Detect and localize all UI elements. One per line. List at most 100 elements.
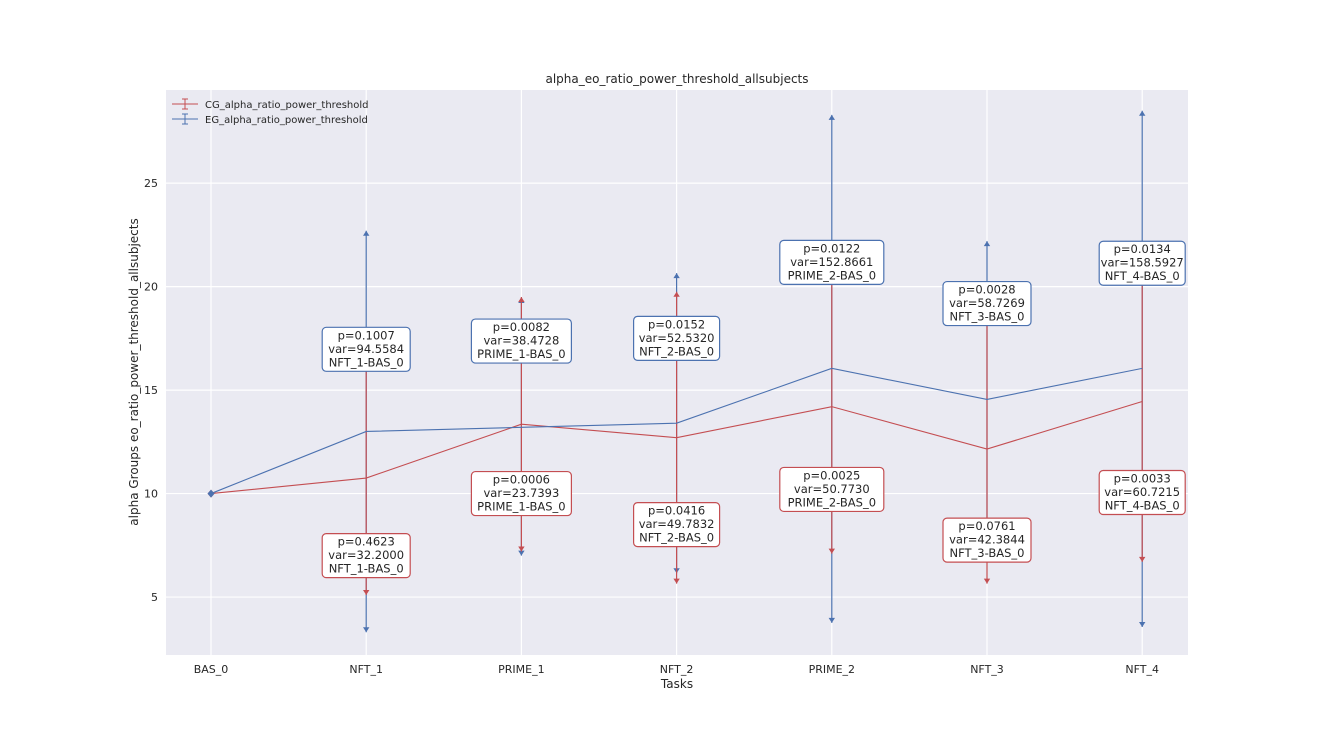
- error-bar-cap-bottom: [1139, 556, 1146, 562]
- annotation-box-border: [779, 466, 885, 513]
- annotation-text: p=0.4623: [338, 535, 395, 549]
- annotation-text: var=52.5320: [639, 331, 715, 345]
- annotation-text: p=0.0006: [493, 473, 550, 487]
- annotation-text: var=38.4728: [484, 334, 560, 348]
- annotation-box-border: [470, 470, 572, 517]
- annotation-text: var=50.7730: [794, 482, 870, 496]
- error-bar-cap-top: [673, 273, 680, 279]
- annotation-text: NFT_1-BAS_0: [329, 355, 404, 369]
- legend-label-eg: EG_alpha_ratio_power_threshold: [205, 115, 368, 126]
- annotation-text: NFT_4-BAS_0: [1105, 499, 1180, 513]
- error-bar-cap-bottom: [983, 578, 991, 584]
- y-tick-label: 20: [144, 281, 158, 294]
- annotation-text: var=94.5584: [328, 342, 404, 356]
- annotation-text: NFT_2-BAS_0: [639, 531, 714, 545]
- annotation-text: PRIME_1-BAS_0: [477, 347, 565, 361]
- annotation-box-border: [779, 239, 885, 285]
- annotation-box-border: [321, 533, 411, 579]
- error-bar-cap-bottom: [828, 617, 835, 623]
- annotation-text: NFT_3-BAS_0: [950, 546, 1025, 560]
- annotation-text: p=0.0025: [803, 468, 860, 482]
- x-tick-label: NFT_3: [970, 663, 1004, 676]
- annotation-box-border: [942, 517, 1032, 563]
- legend-label-cg: CG_alpha_ratio_power_threshold: [205, 100, 369, 111]
- annotation-text: p=0.0152: [648, 317, 705, 331]
- annotation-text: NFT_2-BAS_0: [639, 344, 714, 358]
- annotation-text: NFT_1-BAS_0: [329, 562, 404, 576]
- x-tick-label: NFT_4: [1125, 663, 1159, 676]
- x-axis-label: Tasks: [660, 677, 693, 691]
- annotation-box-border: [321, 326, 411, 372]
- x-tick-label: PRIME_1: [498, 663, 544, 676]
- error-bar-cap-bottom: [673, 578, 680, 584]
- annotation-text: p=0.0761: [958, 519, 1015, 533]
- annotation-box-border: [1098, 469, 1186, 516]
- y-tick-label: 15: [144, 384, 158, 397]
- error-bar-cap-bottom: [518, 546, 525, 552]
- error-bar-cap-top: [518, 296, 525, 302]
- annotation-text: NFT_3-BAS_0: [950, 310, 1025, 324]
- annotation-text: p=0.0028: [958, 283, 1015, 297]
- series-line: [210, 400, 1143, 495]
- annotation-text: var=23.7393: [484, 486, 560, 500]
- legend-item-eg: EG_alpha_ratio_power_threshold: [172, 113, 368, 126]
- x-tick-label: NFT_1: [349, 663, 383, 676]
- annotation-box-border: [632, 315, 721, 361]
- error-bar-cap-top: [363, 230, 370, 236]
- chart-title: alpha_eo_ratio_power_threshold_allsubjec…: [545, 72, 808, 86]
- annotation-box-border: [1098, 240, 1186, 286]
- annotation-text: PRIME_2-BAS_0: [788, 268, 876, 282]
- error-bar-cap-bottom: [363, 589, 370, 595]
- error-bar-cap-bottom: [518, 550, 525, 556]
- error-bar-cap-top: [983, 241, 991, 247]
- y-tick-label: 10: [144, 488, 158, 501]
- annotation-text: p=0.1007: [338, 328, 395, 342]
- y-axis-label: alpha Groups eo_ratio_power_threshold_al…: [127, 218, 141, 525]
- annotation-text: var=60.7215: [1104, 485, 1180, 499]
- annotation-box-border: [632, 502, 721, 548]
- series-line: [210, 367, 1143, 495]
- y-tick-label: 5: [151, 591, 158, 604]
- x-tick-label: PRIME_2: [809, 663, 855, 676]
- series-lines: [207, 367, 1143, 498]
- annotation-text: var=42.3844: [949, 533, 1025, 547]
- x-tick-label: NFT_2: [660, 663, 694, 676]
- error-bar-cap-top: [828, 114, 835, 120]
- annotation-box-border: [470, 318, 572, 364]
- annotation-text: PRIME_1-BAS_0: [477, 500, 565, 514]
- annotation-text: p=0.0033: [1114, 472, 1171, 486]
- annotation-text: NFT_4-BAS_0: [1105, 269, 1180, 283]
- annotation-text: var=58.7269: [949, 296, 1025, 310]
- error-bar-cap-top: [1139, 110, 1146, 116]
- annotations: p=0.4623var=32.2000NFT_1-BAS_0p=0.0006va…: [321, 239, 1186, 579]
- error-bar-cap-bottom: [1139, 622, 1146, 628]
- annotation-text: var=49.7832: [639, 517, 715, 531]
- annotation-box-border: [942, 280, 1032, 327]
- error-bar-cap-bottom: [363, 627, 370, 633]
- annotation-text: p=0.0416: [648, 504, 705, 518]
- error-bar-cap-bottom: [828, 548, 835, 554]
- x-tick-label: BAS_0: [194, 663, 229, 676]
- data-point: [207, 489, 215, 498]
- annotation-text: p=0.0122: [803, 241, 860, 255]
- tick-labels: BAS_0 NFT_1 PRIME_1 NFT_2 PRIME_2 NFT_3 NFT_4 5…: [144, 177, 1159, 676]
- legend: CG_alpha_ratio_power_threshold EG_alpha_…: [172, 98, 369, 126]
- error-bar-cap-top: [673, 291, 680, 297]
- annotation-text: var=32.2000: [328, 548, 404, 562]
- annotation-text: p=0.0134: [1114, 242, 1171, 256]
- annotation-text: var=158.5927: [1101, 256, 1184, 270]
- y-tick-label: 25: [144, 177, 158, 190]
